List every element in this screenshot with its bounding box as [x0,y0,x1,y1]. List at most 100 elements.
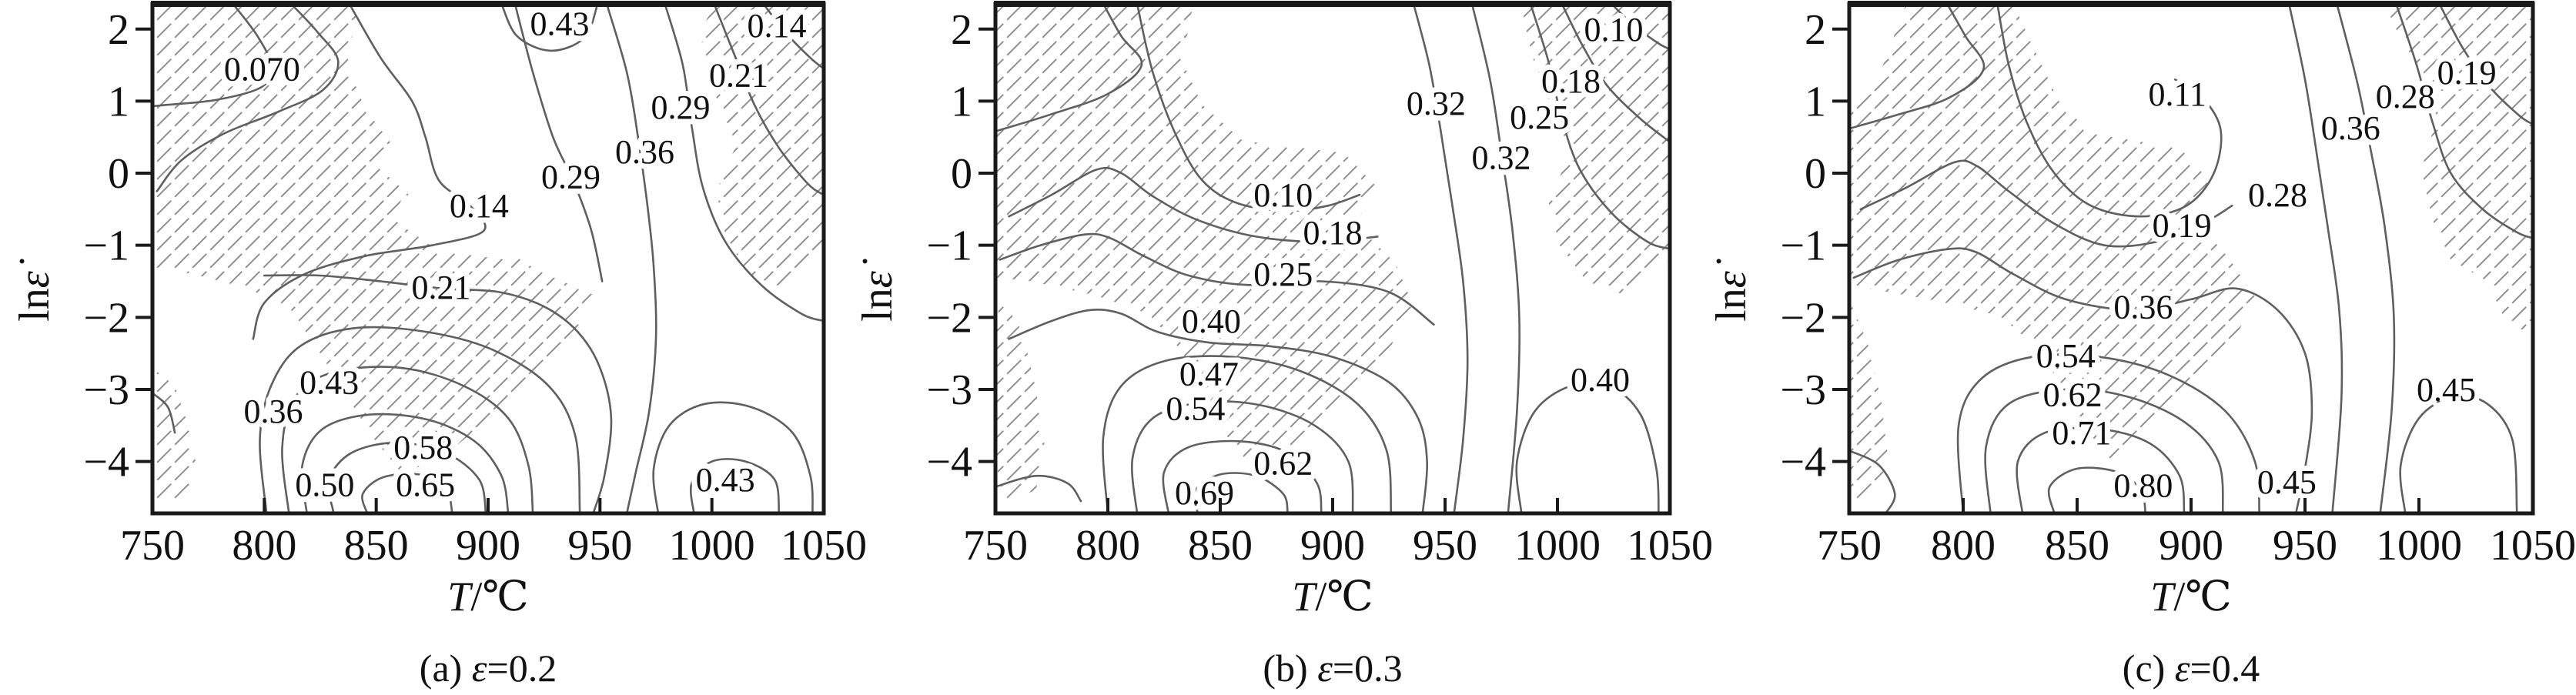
contour-line [1131,400,1354,513]
contour-label: 0.40 [1571,361,1630,399]
y-tick-label: −2 [83,294,129,342]
contour-label: 0.18 [1541,62,1601,100]
contour-label: 0.65 [396,466,455,504]
contour-line [762,4,824,70]
y-tick-label: 0 [1805,150,1826,198]
contour-label: 0.21 [709,57,768,95]
x-tick-label: 1000 [1514,522,1601,570]
contour-label: 0.29 [541,159,601,196]
y-tick-label: 0 [951,150,972,198]
contour-line [1162,439,1323,513]
contour-line [514,4,604,282]
instability-hatch-region [1849,299,1889,502]
contour-label: 0.40 [1182,302,1241,340]
contour-line [1529,4,1670,250]
contour-label: 0.45 [2417,371,2476,409]
contour-line [281,366,534,513]
instability-hatch-region [701,4,824,289]
contour-line [2336,4,2396,513]
contour-line [1859,159,2233,248]
instability-hatch-region [152,4,596,473]
y-axis-label: lnε̇ [11,259,59,322]
contour-label: 0.25 [1510,99,1569,136]
contour-line [1193,472,1289,513]
y-tick-label: −3 [1780,366,1826,414]
contour-label: 0.80 [2113,466,2173,504]
contour-line [361,473,453,513]
contour-line [1102,355,1393,513]
contour-line [300,413,510,513]
contour-line [2395,4,2533,239]
instability-hatch-region [1849,4,2255,463]
contour-label: 0.47 [1179,355,1239,393]
contour-line [689,458,781,513]
contour-line [1515,381,1660,513]
contour-label: 0.62 [2043,376,2103,414]
contour-line [2016,426,2186,513]
contour-line [1136,4,1361,212]
contour-line [999,232,1435,326]
contour-line [713,4,824,196]
contour-line [2438,4,2533,125]
contour-label: 0.43 [696,461,755,499]
contour-label: 0.11 [2149,75,2206,113]
contour-line [1561,4,1670,143]
contour-label: 0.36 [243,393,303,430]
y-tick-label: −4 [83,439,129,486]
contour-line [156,4,340,192]
contour-line [664,4,824,322]
panel-caption: (c) ε=0.4 [2123,647,2260,690]
contour-label: 0.10 [1253,176,1313,214]
contour-line [1610,4,1670,51]
y-tick-label: −2 [1780,294,1826,342]
y-tick-label: 1 [951,78,972,125]
y-tick-label: −2 [926,294,972,342]
y-tick-label: 0 [108,150,129,198]
x-tick-label: 750 [120,522,185,570]
contour-label: 0.19 [2437,54,2497,92]
contour-label: 0.28 [2376,78,2435,115]
hatch-white-pocket [2045,36,2207,138]
hatch-white-pocket [393,195,529,260]
y-tick-label: −1 [1780,222,1826,270]
x-tick-label: 750 [1817,522,1882,570]
contour-label: 0.10 [1584,11,1644,48]
x-tick-label: 850 [1188,522,1253,570]
contour-line [1008,309,1428,513]
y-tick-label: 1 [108,78,129,125]
x-axis-label: T/℃ [447,573,528,620]
contour-line [995,4,1143,133]
contour-line [1984,388,2224,513]
contour-line [2399,394,2518,513]
x-tick-label: 900 [2159,522,2223,570]
panel-b: 0.100.180.32 0.250.320.100.180.250.400.47… [854,1,1713,690]
contour-label: 0.25 [1253,256,1313,293]
contour-line [995,474,1082,503]
contour-line [2047,466,2147,513]
contour-label: 0.070 [224,50,300,88]
contour-line [1956,353,2261,513]
contour-label: 0.14 [450,187,509,225]
contour-line [500,4,599,52]
y-tick-label: −3 [926,366,972,414]
contour-line [152,4,273,108]
y-axis-label: lnε̇ [854,259,902,322]
contour-line [1470,4,1521,513]
y-tick-label: −4 [926,439,972,486]
plot-area: 0.100.180.32 0.250.320.100.180.250.400.47… [995,4,1670,513]
contour-label: 0.43 [299,364,359,402]
contour-line [605,4,657,513]
x-tick-label: 750 [963,522,1028,570]
x-tick-label: 800 [232,522,296,570]
contour-label: 0.21 [411,269,470,306]
x-tick-label: 900 [456,522,520,570]
x-tick-label: 1050 [2490,522,2576,570]
contour-line [1412,4,1469,513]
y-tick-label: 2 [1805,6,1826,54]
contour-label: 0.43 [530,5,590,42]
x-tick-label: 850 [2045,522,2109,570]
contour-label: 0.54 [1166,389,1225,427]
x-tick-label: 1000 [2376,522,2462,570]
y-tick-label: 2 [951,6,972,54]
